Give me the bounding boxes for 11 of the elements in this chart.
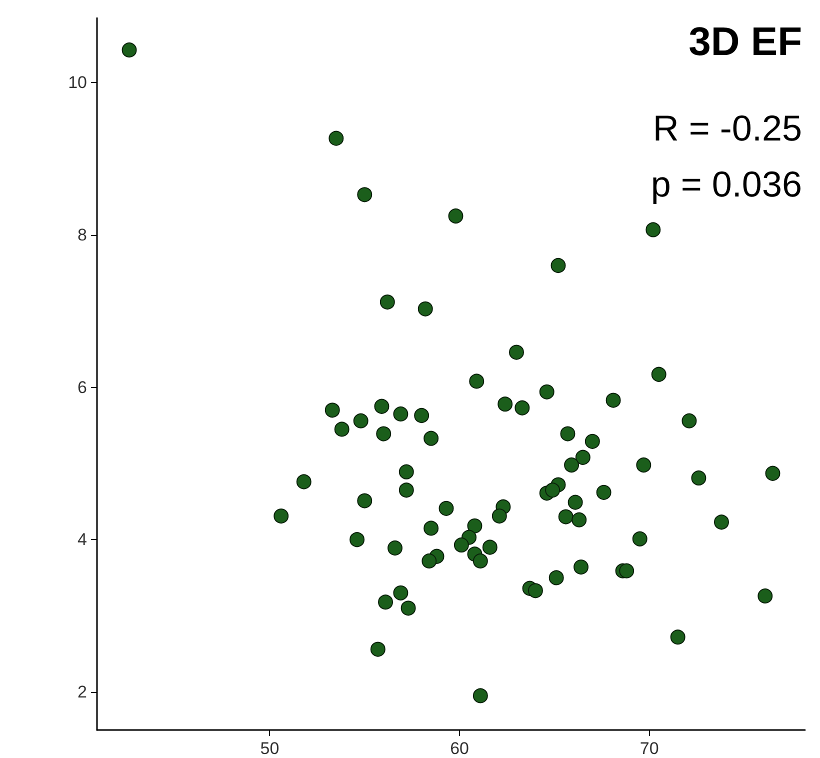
x-tick-label: 70 [640,739,659,758]
annotation: R = -0.25 [652,108,802,148]
y-tick-label: 2 [78,682,87,702]
y-tick-label: 10 [68,73,87,92]
y-tick-label: 6 [78,378,87,397]
y-tick-label: 4 [78,530,87,550]
x-tick-label: 50 [260,739,280,758]
annotation: p = 0.036 [650,164,802,204]
y-tick-label: 8 [78,226,87,245]
chart-title: 3D EF [688,20,802,64]
x-tick-label: 60 [450,739,470,758]
